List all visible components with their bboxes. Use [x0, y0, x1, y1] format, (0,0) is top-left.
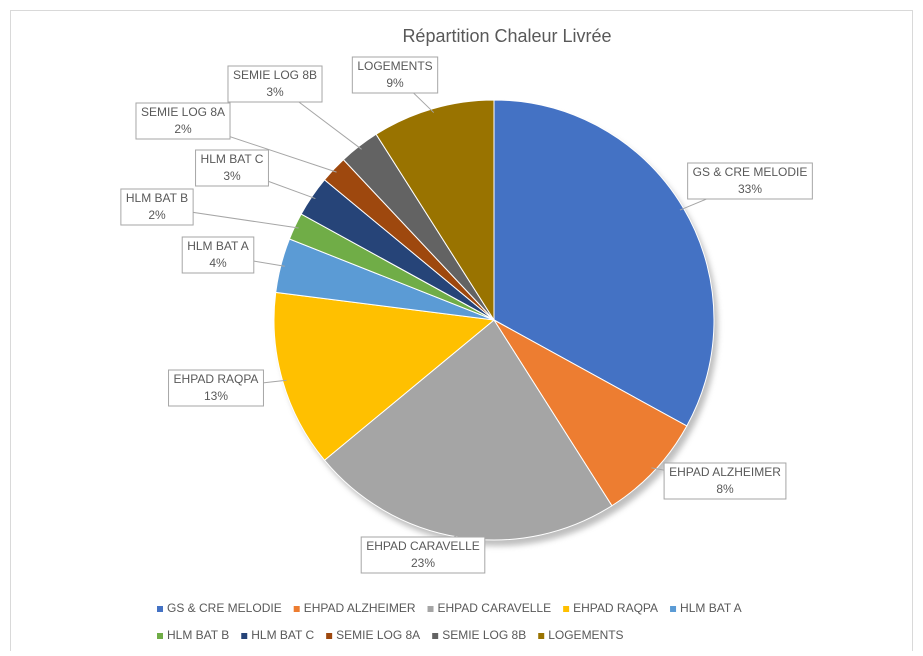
legend-swatch	[427, 606, 434, 612]
label-value: 3%	[266, 85, 284, 99]
legend-swatch	[157, 606, 163, 612]
data-label: GS & CRE MELODIE 33%	[687, 162, 813, 200]
label-name: SEMIE LOG 8A	[141, 105, 225, 119]
label-box	[687, 162, 813, 200]
label-value: 9%	[386, 76, 404, 90]
legend-swatch	[326, 633, 333, 639]
label-value: 13%	[204, 389, 228, 403]
chart-title: Répartition Chaleur Livrée	[402, 26, 611, 46]
label-value: 3%	[223, 169, 241, 183]
label-name: HLM BAT C	[201, 152, 264, 166]
legend-label: SEMIE LOG 8B	[442, 628, 526, 642]
legend-label: HLM BAT A	[680, 601, 742, 615]
label-name: HLM BAT B	[126, 191, 188, 205]
label-box	[360, 536, 486, 574]
legend-swatch	[563, 606, 570, 612]
label-box	[351, 56, 439, 94]
label-name: GS & CRE MELODIE	[693, 165, 808, 179]
data-label: HLM BAT C 3%	[195, 149, 269, 187]
pie-slice	[493, 319, 688, 507]
label-box	[181, 236, 255, 274]
data-label: EHPAD ALZHEIMER 8%	[663, 462, 787, 500]
label-value: 8%	[716, 482, 734, 496]
pie-slice	[273, 291, 496, 461]
label-name: SEMIE LOG 8B	[233, 68, 317, 82]
pie-slice	[375, 99, 495, 322]
data-label: EHPAD CARAVELLE 23%	[360, 536, 486, 574]
data-label: EHPAD RAQPA 13%	[168, 369, 264, 407]
legend-swatch	[670, 606, 677, 612]
label-box	[135, 102, 231, 140]
label-name: EHPAD RAQPA	[174, 372, 259, 386]
data-label: HLM BAT B 2%	[120, 188, 194, 226]
label-box	[168, 369, 264, 407]
label-box	[120, 188, 194, 226]
label-box	[227, 65, 323, 103]
legend-label: EHPAD CARAVELLE	[438, 601, 552, 615]
label-value: 33%	[738, 182, 762, 196]
label-name: EHPAD CARAVELLE	[366, 539, 480, 553]
legend-swatch	[241, 633, 248, 639]
legend-label: LOGEMENTS	[548, 628, 623, 642]
legend-label: HLM BAT B	[167, 628, 229, 642]
legend-label: SEMIE LOG 8A	[336, 628, 420, 642]
legend-swatch	[157, 633, 163, 639]
label-value: 2%	[148, 208, 166, 222]
label-name: LOGEMENTS	[357, 59, 432, 73]
legend-swatch	[538, 633, 545, 639]
legend-label: EHPAD ALZHEIMER	[304, 601, 416, 615]
pie-slice	[493, 99, 715, 427]
label-box	[663, 462, 787, 500]
label-name: HLM BAT A	[187, 239, 249, 253]
data-label: HLM BAT A 4%	[181, 236, 255, 274]
label-value: 4%	[209, 256, 227, 270]
label-name: EHPAD ALZHEIMER	[669, 465, 781, 479]
data-label: SEMIE LOG 8B 3%	[227, 65, 323, 103]
legend-swatch	[432, 633, 439, 639]
legend-label: GS & CRE MELODIE	[167, 601, 282, 615]
label-value: 23%	[411, 556, 435, 570]
legend-swatch	[293, 606, 300, 612]
data-label: LOGEMENTS 9%	[351, 56, 439, 94]
legend-label: EHPAD RAQPA	[573, 601, 658, 615]
data-label: SEMIE LOG 8A 2%	[135, 102, 231, 140]
legend-label: HLM BAT C	[251, 628, 314, 642]
label-box	[195, 149, 269, 187]
label-value: 2%	[174, 122, 192, 136]
